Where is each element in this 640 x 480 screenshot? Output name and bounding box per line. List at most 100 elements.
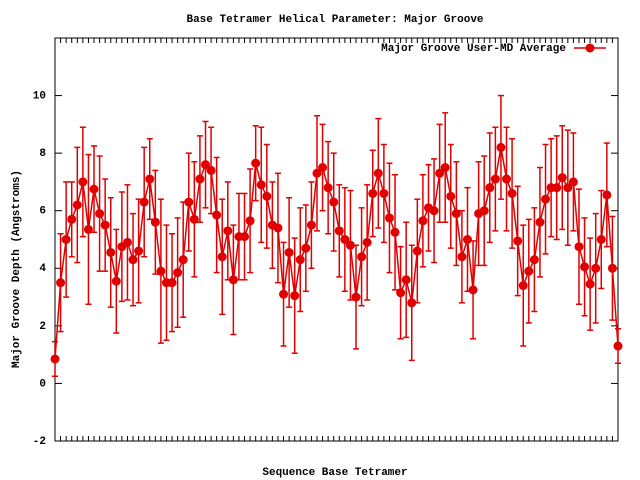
point xyxy=(502,174,512,184)
point xyxy=(462,235,472,244)
point xyxy=(212,210,222,220)
point xyxy=(557,173,567,183)
point xyxy=(100,220,110,230)
point xyxy=(602,190,612,200)
y-tick-label: 6 xyxy=(39,206,46,218)
point xyxy=(284,247,294,257)
point xyxy=(513,236,523,246)
point xyxy=(468,285,478,295)
point xyxy=(72,200,82,210)
point xyxy=(78,177,88,187)
y-tick-label: 2 xyxy=(39,321,46,333)
point xyxy=(563,183,573,193)
point xyxy=(357,252,367,262)
point xyxy=(401,275,411,285)
point xyxy=(134,246,144,256)
point xyxy=(145,174,155,184)
y-tick-label: 8 xyxy=(39,148,46,160)
point xyxy=(262,191,272,201)
point xyxy=(451,209,461,219)
point xyxy=(89,184,99,194)
point xyxy=(106,247,116,257)
point xyxy=(295,255,305,265)
point xyxy=(50,354,60,364)
point xyxy=(273,223,283,233)
y-tick-label: 10 xyxy=(33,90,46,102)
point xyxy=(306,220,316,230)
point xyxy=(507,188,517,198)
point xyxy=(201,160,211,170)
point xyxy=(251,158,261,168)
point xyxy=(245,216,255,226)
point xyxy=(345,240,355,250)
point xyxy=(150,217,160,227)
point xyxy=(184,197,194,207)
point xyxy=(496,142,506,152)
point xyxy=(167,278,177,288)
point xyxy=(591,263,601,273)
point xyxy=(323,183,333,193)
point xyxy=(574,242,584,252)
point xyxy=(446,191,456,201)
point xyxy=(379,188,389,198)
point xyxy=(396,288,406,298)
point xyxy=(552,183,562,193)
point xyxy=(128,255,138,265)
point xyxy=(535,217,545,227)
point xyxy=(596,235,606,244)
point xyxy=(585,279,595,289)
point xyxy=(334,226,344,236)
point xyxy=(373,168,383,178)
point xyxy=(83,224,93,234)
y-tick-label: -2 xyxy=(33,436,46,448)
point xyxy=(418,216,428,226)
legend-label: Major Groove User-MD Average xyxy=(381,43,566,55)
point xyxy=(440,163,450,173)
point xyxy=(256,180,266,190)
legend-swatch xyxy=(585,43,595,53)
point xyxy=(61,235,71,244)
point xyxy=(368,188,378,198)
point xyxy=(580,262,590,272)
point xyxy=(607,263,617,273)
point xyxy=(429,206,439,216)
point xyxy=(524,266,534,276)
point xyxy=(228,275,238,285)
point xyxy=(173,268,183,278)
point xyxy=(541,194,551,204)
point xyxy=(479,206,489,216)
point xyxy=(485,183,495,193)
point xyxy=(67,214,77,224)
point xyxy=(156,266,166,276)
point xyxy=(390,227,400,237)
point xyxy=(362,237,372,247)
plot-frame xyxy=(54,37,619,442)
point xyxy=(490,174,500,184)
point xyxy=(56,278,66,288)
point xyxy=(351,292,361,302)
point xyxy=(139,197,149,207)
y-axis-label: Major Groove Depth (Angstroms) xyxy=(11,170,23,368)
point xyxy=(518,281,528,291)
point xyxy=(407,298,417,308)
point xyxy=(301,243,311,253)
point xyxy=(529,255,539,265)
point xyxy=(412,246,422,256)
point xyxy=(223,226,233,236)
point xyxy=(206,165,216,175)
point xyxy=(195,174,205,184)
point xyxy=(279,289,289,299)
point xyxy=(122,237,132,247)
point xyxy=(240,232,250,242)
point xyxy=(189,214,199,224)
point xyxy=(340,235,350,244)
chart-title: Base Tetramer Helical Parameter: Major G… xyxy=(186,14,483,26)
point xyxy=(435,168,445,178)
point xyxy=(457,252,467,262)
y-tick-label: 0 xyxy=(39,378,46,390)
point xyxy=(318,163,328,173)
point xyxy=(95,209,105,219)
x-axis-label: Sequence Base Tetramer xyxy=(262,467,407,479)
point xyxy=(217,252,227,262)
